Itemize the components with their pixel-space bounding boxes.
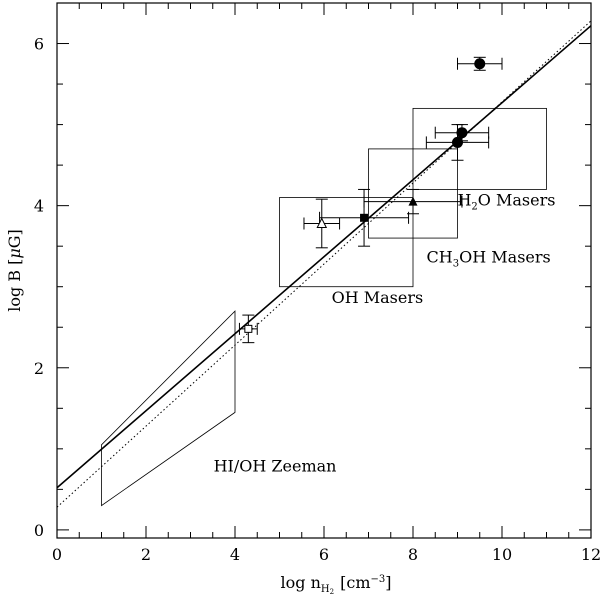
region-label-text: CH xyxy=(427,247,453,266)
data-point xyxy=(457,56,503,71)
region-label-subscript: 3 xyxy=(453,258,459,269)
x-tick-label: 4 xyxy=(230,545,240,564)
solid-fit-line xyxy=(56,25,592,489)
marker-filled-square xyxy=(360,213,369,222)
dotted-fit-line xyxy=(56,20,592,508)
region-box xyxy=(279,197,414,288)
region-label-subscript: 2 xyxy=(471,202,477,213)
tick-layer: 0 2 4 6 8 10 12 0 2 4 6 xyxy=(34,2,601,564)
data-point-layer xyxy=(238,56,503,344)
marker-filled-circle xyxy=(452,136,463,148)
marker-open-square xyxy=(244,324,253,333)
region-polygon xyxy=(101,310,236,507)
region-layer xyxy=(101,107,547,507)
y-tick-label: 4 xyxy=(34,197,44,216)
x-tick-label: 6 xyxy=(319,545,329,564)
marker-open-triangle xyxy=(316,217,328,228)
data-point xyxy=(425,124,490,161)
marker-filled-circle xyxy=(474,58,486,70)
region-label: CH3OH Masers xyxy=(427,247,551,269)
y-tick-label: 2 xyxy=(34,359,44,378)
plot-frame xyxy=(56,2,592,539)
data-point xyxy=(434,124,490,142)
x-tick-label: 8 xyxy=(408,545,418,564)
x-tick-label: 2 xyxy=(141,545,151,564)
region-label-text: HI/OH Zeeman xyxy=(214,457,337,476)
y-axis-label: log B [μG] xyxy=(5,229,24,312)
y-tick-label: 0 xyxy=(34,521,44,540)
region-label-text: O Masers xyxy=(478,191,556,210)
region-label: HI/OH Zeeman xyxy=(214,457,337,476)
marker-filled-circle xyxy=(456,127,468,139)
region-label: H2O Masers xyxy=(457,191,555,213)
fit-line-layer xyxy=(56,20,592,508)
x-tick-label: 10 xyxy=(492,545,512,564)
x-tick-label: 12 xyxy=(581,545,601,564)
region-label-text: OH Masers xyxy=(459,247,551,266)
y-tick-label: 6 xyxy=(34,35,44,54)
data-point xyxy=(303,198,341,249)
marker-filled-triangle xyxy=(408,196,418,206)
x-axis-label: log nH2 [cm−3] xyxy=(281,573,392,596)
region-label: OH Masers xyxy=(332,288,424,307)
x-tick-label: 0 xyxy=(52,545,62,564)
region-label-text: OH Masers xyxy=(332,288,424,307)
data-point xyxy=(319,188,410,247)
region-label-text: H xyxy=(457,191,471,210)
data-point xyxy=(238,314,258,344)
